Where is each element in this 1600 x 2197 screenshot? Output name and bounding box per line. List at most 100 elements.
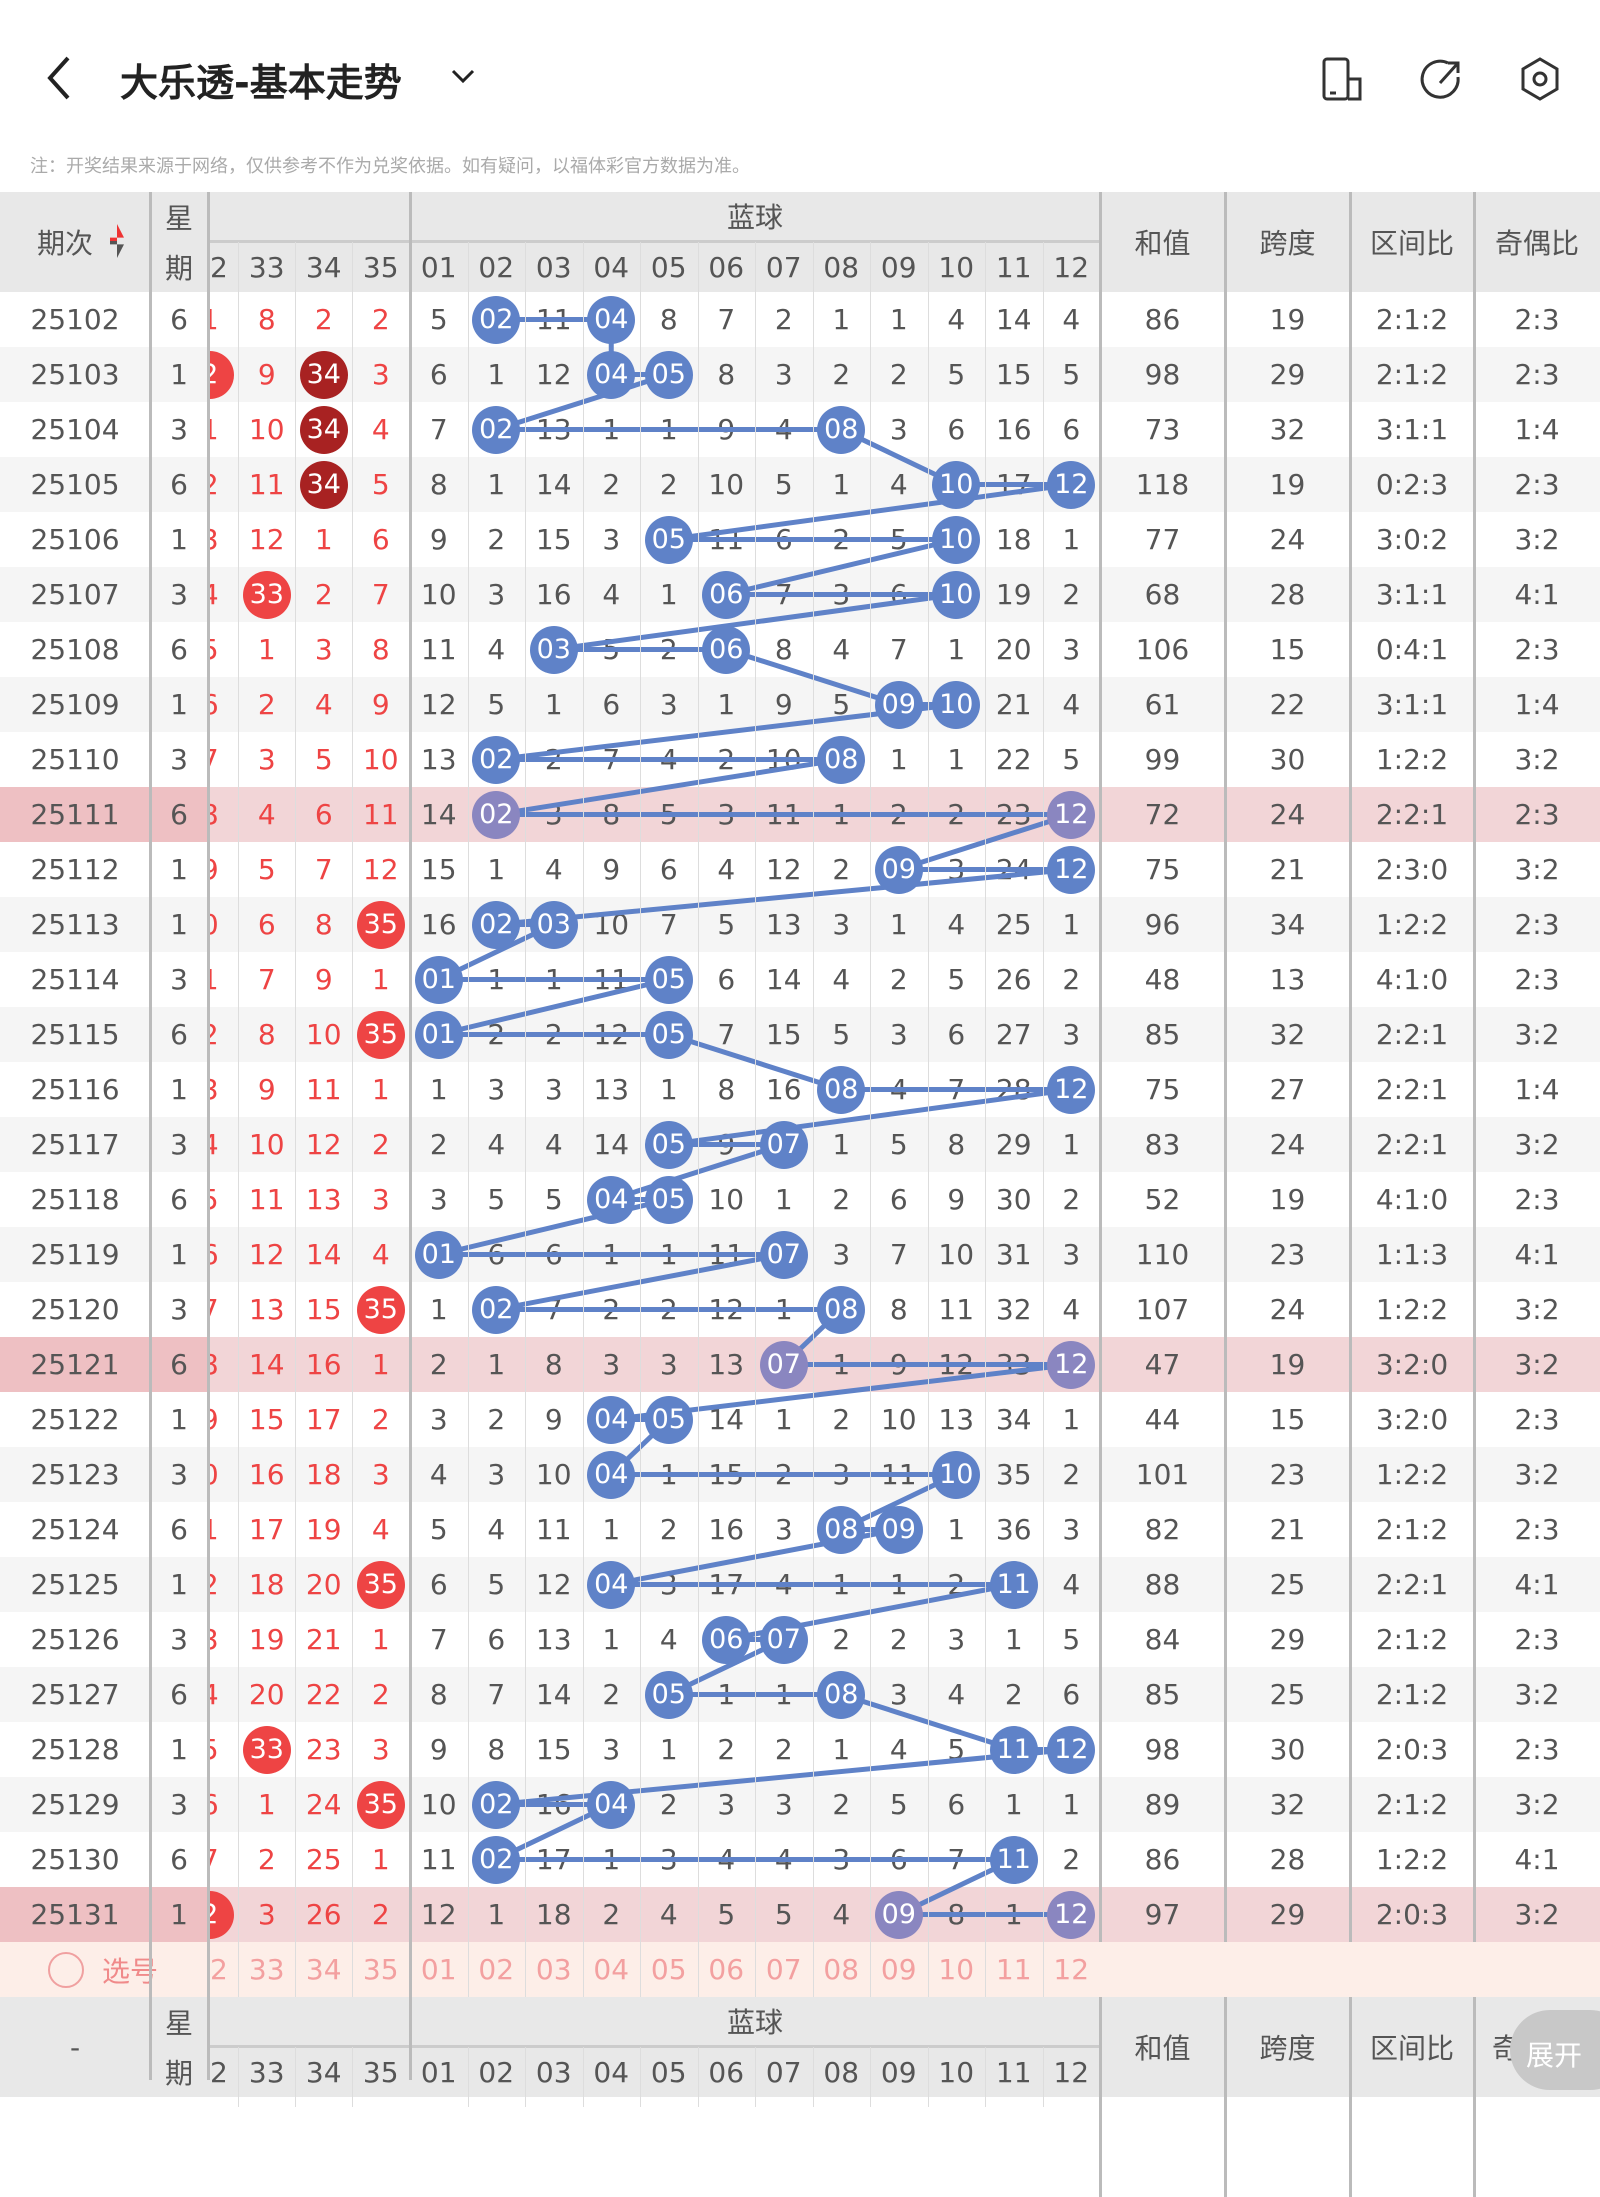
select-blue-number[interactable]: 11 bbox=[995, 1953, 1032, 1986]
blue-ball-circle: 10 bbox=[932, 570, 981, 619]
red-omission-cell: 22 bbox=[305, 1678, 342, 1711]
blue-ball-hit: 06 bbox=[698, 567, 756, 622]
select-radio-icon[interactable] bbox=[48, 1952, 84, 1988]
device-icon[interactable] bbox=[1320, 55, 1364, 103]
blue-omission-cell: 1 bbox=[659, 1238, 678, 1271]
blue-omission-cell: 9 bbox=[544, 1403, 563, 1436]
blue-omission-cell: 2 bbox=[832, 1788, 851, 1821]
red-omission-cell: 12 bbox=[362, 853, 399, 886]
column-divider bbox=[755, 242, 756, 1997]
select-blue-number[interactable]: 04 bbox=[593, 1953, 630, 1986]
span-cell: 30 bbox=[1269, 1733, 1306, 1766]
red-ball-circle: 34 bbox=[299, 350, 348, 399]
red-omission-cell: 6 bbox=[208, 1777, 239, 1832]
red-ball-hit: 2 bbox=[207, 347, 239, 402]
blue-omission-cell: 6 bbox=[774, 523, 793, 556]
select-red-number[interactable]: 33 bbox=[248, 1953, 285, 1986]
blue-omission-cell: 7 bbox=[602, 743, 621, 776]
red-omission-cell: 3 bbox=[257, 743, 276, 776]
blue-omission-cell: 1 bbox=[774, 1678, 793, 1711]
blue-omission-cell: 4 bbox=[487, 1128, 506, 1161]
sum-cell: 44 bbox=[1144, 1403, 1181, 1436]
weekday-cell: 3 bbox=[170, 1128, 188, 1161]
blue-ball-hit: 05 bbox=[640, 512, 698, 567]
odd-even-cell: 2:3 bbox=[1514, 1623, 1560, 1656]
blue-omission-cell: 1 bbox=[1062, 1403, 1081, 1436]
select-blue-number[interactable]: 05 bbox=[650, 1953, 687, 1986]
blue-omission-cell: 15 bbox=[708, 1458, 745, 1491]
period-header-sort[interactable]: 期次 bbox=[36, 227, 93, 260]
select-blue-number[interactable]: 07 bbox=[765, 1953, 802, 1986]
period-cell: 25117 bbox=[30, 1128, 120, 1161]
blue-omission-cell: 4 bbox=[659, 1898, 678, 1931]
zone-ratio-cell: 3:1:1 bbox=[1375, 413, 1449, 446]
blue-ball-circle: 08 bbox=[817, 1065, 866, 1114]
blue-omission-cell: 11 bbox=[708, 523, 745, 556]
blue-omission-cell: 1 bbox=[602, 1843, 621, 1876]
blue-ball-hit: 07 bbox=[755, 1612, 813, 1667]
blue-omission-cell: 7 bbox=[487, 1678, 506, 1711]
column-divider-thick bbox=[1349, 1997, 1352, 2197]
blue-omission-cell: 1 bbox=[832, 1733, 851, 1766]
table-row[interactable] bbox=[0, 952, 1600, 1007]
chevron-down-icon[interactable] bbox=[450, 66, 476, 86]
column-divider bbox=[582, 2047, 584, 2107]
sum-cell: 68 bbox=[1144, 578, 1181, 611]
select-blue-number[interactable]: 09 bbox=[880, 1953, 917, 1986]
red-omission-cell: 20 bbox=[305, 1568, 342, 1601]
page-title[interactable]: 大乐透-基本走势 bbox=[120, 61, 402, 105]
span-cell: 25 bbox=[1269, 1568, 1306, 1601]
zone-ratio-cell: 1:2:2 bbox=[1375, 1293, 1449, 1326]
column-divider bbox=[582, 242, 584, 1997]
select-blue-number[interactable]: 10 bbox=[938, 1953, 975, 1986]
blue-omission-cell: 1 bbox=[889, 303, 908, 336]
blue-omission-cell: 6 bbox=[487, 1238, 506, 1271]
table-row[interactable] bbox=[0, 1172, 1600, 1227]
select-blue-number[interactable]: 02 bbox=[478, 1953, 515, 1986]
expand-button[interactable]: 展开 bbox=[1510, 2010, 1600, 2090]
blue-omission-cell: 4 bbox=[487, 1513, 506, 1546]
select-blue-number[interactable]: 08 bbox=[823, 1953, 860, 1986]
weekday-cell: 3 bbox=[170, 963, 188, 996]
settings-icon[interactable] bbox=[1518, 55, 1562, 103]
select-label[interactable]: 选号 bbox=[101, 1954, 158, 1988]
select-blue-number[interactable]: 06 bbox=[708, 1953, 745, 1986]
zone-header: 区间比 bbox=[1369, 227, 1454, 260]
red-omission-cell: 3 bbox=[208, 1612, 239, 1667]
blue-omission-cell: 1 bbox=[774, 1403, 793, 1436]
sum-cell: 106 bbox=[1135, 633, 1190, 666]
select-blue-number[interactable]: 01 bbox=[420, 1953, 457, 1986]
select-row[interactable] bbox=[0, 1942, 1600, 1997]
column-divider bbox=[985, 2047, 986, 2107]
column-divider bbox=[467, 2047, 469, 2107]
blue-ball-hit: 03 bbox=[525, 622, 583, 677]
red-omission-cell: 0 bbox=[208, 897, 239, 952]
table-row[interactable] bbox=[0, 292, 1600, 347]
blue-omission-cell: 3 bbox=[1062, 1513, 1081, 1546]
blue-ball-circle: 02 bbox=[472, 1780, 521, 1829]
blue-omission-cell: 5 bbox=[774, 1898, 793, 1931]
blue-omission-cell: 16 bbox=[765, 1073, 802, 1106]
red-omission-cell: 23 bbox=[305, 1733, 342, 1766]
blue-omission-cell: 9 bbox=[602, 853, 621, 886]
blue-omission-cell: 2 bbox=[602, 1293, 621, 1326]
table-row[interactable] bbox=[0, 1887, 1600, 1942]
select-red-number[interactable]: 34 bbox=[305, 1953, 342, 1986]
column-divider bbox=[525, 2047, 526, 2107]
weekday-header-top: 星 bbox=[164, 2007, 193, 2040]
blue-omission-cell: 1 bbox=[487, 358, 506, 391]
odd-even-cell: 3:2 bbox=[1514, 1458, 1560, 1491]
select-red-number[interactable]: 35 bbox=[362, 1953, 399, 1986]
column-divider bbox=[870, 2047, 871, 2107]
select-blue-number[interactable]: 03 bbox=[535, 1953, 572, 1986]
blue-omission-cell: 1 bbox=[717, 1678, 736, 1711]
select-red-number[interactable]: 2 bbox=[210, 1953, 228, 1986]
table-row[interactable] bbox=[0, 347, 1600, 402]
back-arrow-icon[interactable] bbox=[40, 52, 80, 104]
blue-ball-hit: 09 bbox=[870, 842, 928, 897]
share-icon[interactable] bbox=[1418, 55, 1462, 103]
red-omission-cell: 9 bbox=[257, 358, 276, 391]
blue-ball-circle: 10 bbox=[932, 680, 981, 729]
period-cell: 25120 bbox=[30, 1293, 120, 1326]
select-blue-number[interactable]: 12 bbox=[1053, 1953, 1090, 1986]
